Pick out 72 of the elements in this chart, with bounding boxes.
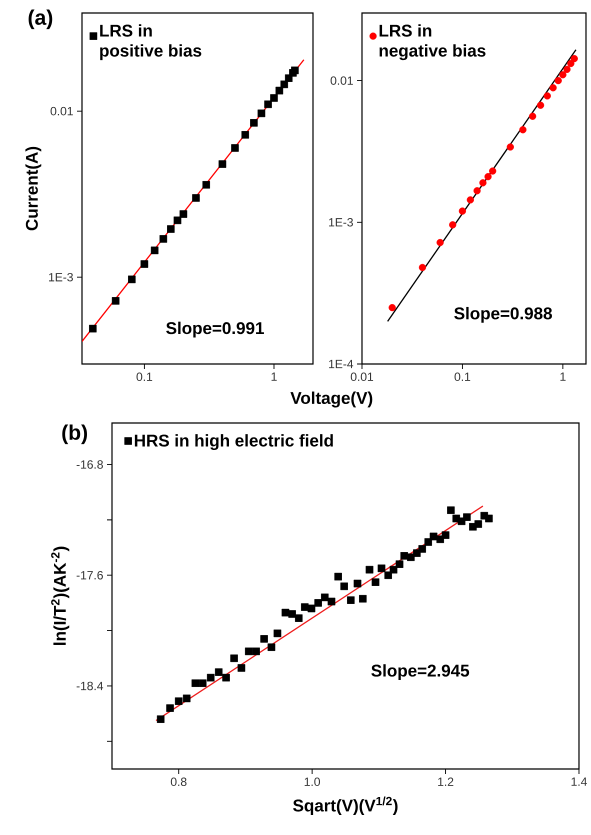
point xyxy=(463,513,471,521)
x-tick-label: 1 xyxy=(560,372,566,381)
point xyxy=(252,648,260,656)
point xyxy=(268,643,276,651)
legend-label: LRS in negative bias xyxy=(380,24,486,60)
point xyxy=(447,506,455,514)
annotation: Slope=0.991 xyxy=(166,322,264,338)
x-tick-label: 1.4 xyxy=(572,778,588,786)
point xyxy=(347,596,355,604)
point xyxy=(175,697,183,705)
point xyxy=(418,545,426,553)
point xyxy=(328,598,336,606)
point xyxy=(424,538,432,546)
point xyxy=(245,648,253,656)
chart-title: (a) xyxy=(28,10,52,30)
point xyxy=(485,514,493,522)
legend-label: LRS in positive bias xyxy=(100,24,202,60)
point xyxy=(192,679,200,687)
point xyxy=(199,679,207,687)
point xyxy=(166,704,174,712)
legend-label: HRS in high electric field xyxy=(135,434,334,450)
annotation: Slope=2.945 xyxy=(371,664,470,680)
point xyxy=(430,532,438,540)
x-axis-title: Sqart(V)(V$^{1/2}$) xyxy=(293,796,398,815)
point xyxy=(183,694,191,702)
point xyxy=(230,654,238,662)
x-tick-label: 0.1 xyxy=(454,372,470,382)
y-tick-label: 1E-3 xyxy=(49,272,74,282)
point xyxy=(222,674,230,682)
point xyxy=(396,560,404,568)
point xyxy=(215,668,223,676)
point xyxy=(238,664,246,672)
point xyxy=(334,572,342,580)
y-tick-label: 0.01 xyxy=(330,76,354,85)
point xyxy=(308,604,316,612)
annotation: Slope=0.988 xyxy=(454,306,552,323)
point xyxy=(340,582,348,590)
x-tick-label: 1.0 xyxy=(304,778,320,786)
point xyxy=(354,580,362,588)
point xyxy=(321,594,329,602)
y-tick-label: -18.4 xyxy=(76,682,104,690)
x-tick-label: 1 xyxy=(272,372,277,381)
point xyxy=(378,564,386,572)
point xyxy=(282,608,290,616)
point xyxy=(295,614,303,622)
point xyxy=(359,594,367,603)
y-tick-label: 1E-4 xyxy=(329,360,354,368)
y-axis-title: Current(A) xyxy=(26,146,42,230)
chart-title: (b) xyxy=(62,424,88,444)
point xyxy=(366,566,374,574)
x-axis-title: Voltage(V) xyxy=(290,392,372,408)
point xyxy=(474,520,482,528)
x-tick-label: 0.1 xyxy=(136,372,152,382)
y-tick-label: -16.8 xyxy=(76,460,104,469)
point xyxy=(207,674,215,682)
x-tick-label: 0.01 xyxy=(350,372,374,382)
point xyxy=(157,715,165,723)
point xyxy=(288,610,296,618)
point xyxy=(390,566,398,574)
y-axis-title: ln(I/T$^{2}$)(AK$^{-2}$) xyxy=(51,546,70,645)
y-tick-label: 1E-3 xyxy=(329,218,354,227)
point xyxy=(407,553,415,562)
point xyxy=(442,531,450,539)
point xyxy=(260,635,268,643)
x-tick-label: 1.2 xyxy=(438,778,454,786)
point xyxy=(400,552,408,560)
point xyxy=(372,578,380,586)
point xyxy=(274,630,282,638)
y-tick-label: -17.6 xyxy=(76,570,104,580)
point xyxy=(314,599,322,607)
x-tick-label: 0.8 xyxy=(171,778,187,786)
point xyxy=(301,603,309,611)
